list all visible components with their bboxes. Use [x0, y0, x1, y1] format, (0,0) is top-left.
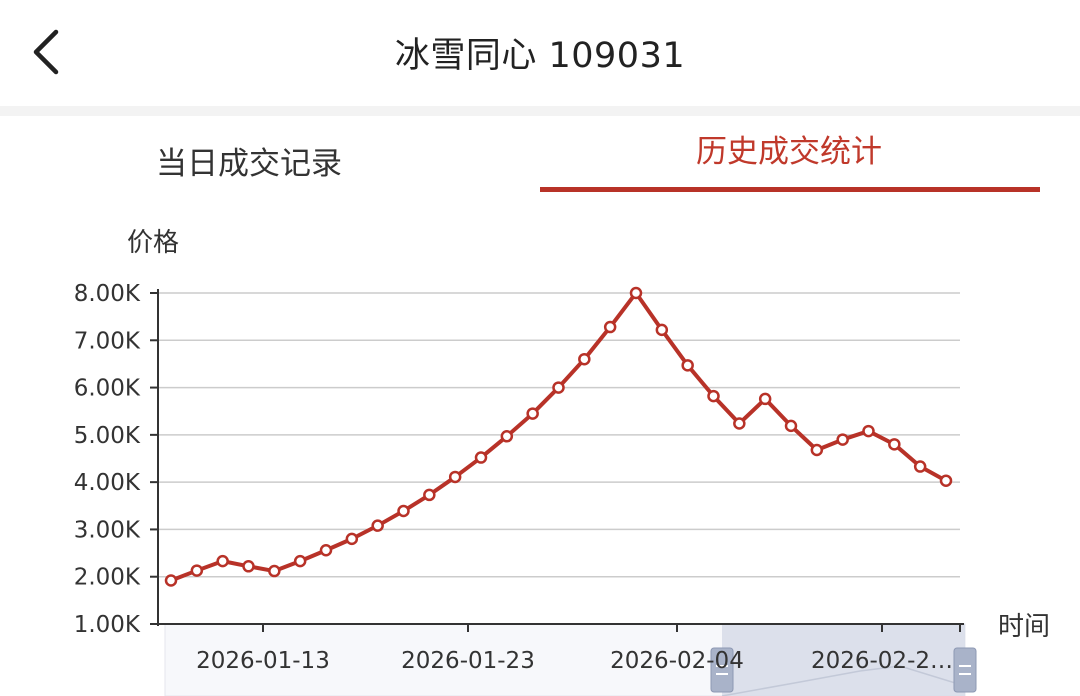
y-tick-label: 4.00K — [74, 470, 141, 496]
data-point — [836, 433, 849, 446]
y-tick-label: 8.00K — [74, 281, 141, 307]
data-point — [578, 352, 591, 366]
tab-daily-records[interactable]: 当日成交记录 — [0, 116, 540, 196]
data-point — [474, 451, 488, 464]
active-tab-indicator — [540, 187, 1040, 192]
data-point — [758, 392, 772, 406]
data-point — [397, 504, 410, 518]
data-point — [784, 419, 798, 433]
data-point — [293, 554, 307, 568]
data-point — [423, 488, 436, 502]
data-point — [371, 519, 384, 532]
data-point — [810, 443, 824, 457]
data-point — [655, 323, 669, 337]
data-point — [629, 286, 643, 300]
data-point — [913, 460, 927, 473]
data-point — [526, 407, 539, 420]
back-button[interactable] — [22, 22, 72, 82]
y-tick-label: 1.00K — [74, 612, 141, 638]
chevron-left-icon — [33, 29, 59, 75]
header-divider — [0, 106, 1080, 116]
data-point — [319, 543, 333, 557]
x-axis-label: 时间 — [998, 612, 1051, 642]
zoom-handle-right[interactable] — [953, 647, 977, 693]
top-bar: 冰雪同心 109031 — [0, 0, 1080, 106]
y-tick-label: 7.00K — [74, 328, 141, 354]
data-point — [345, 532, 359, 546]
y-tick-label: 2.00K — [74, 565, 141, 591]
tab-history-stats[interactable]: 历史成交统计 — [540, 116, 1080, 196]
y-tick-label: 5.00K — [74, 423, 141, 449]
y-tick-label: 3.00K — [74, 517, 141, 543]
zoom-slider-window — [722, 624, 965, 696]
tab-label: 当日成交记录 — [156, 146, 342, 182]
x-tick-label: 2026-01-13 — [196, 648, 330, 674]
x-tick-label: 2026-02-04 — [610, 648, 744, 674]
data-point — [939, 474, 953, 487]
data-point — [681, 359, 694, 372]
data-point — [448, 470, 462, 484]
x-tick-label: 2026-01-23 — [401, 648, 535, 674]
series-line — [170, 291, 947, 583]
price-chart: 价格 时间 1.00K 2.00K 3.00K 4.00K 5.00K 6.00K 7.00… — [0, 196, 1080, 696]
data-point — [216, 554, 229, 568]
data-point — [888, 438, 901, 451]
y-tick-label: 6.00K — [74, 376, 141, 402]
zoom-handle-left[interactable] — [710, 647, 734, 693]
x-tick-label: 2026-02-2… — [811, 648, 953, 674]
tab-label: 历史成交统计 — [696, 134, 882, 170]
zoom-slider-preview — [721, 665, 966, 696]
data-point — [164, 574, 178, 587]
data-point — [500, 430, 514, 443]
data-point — [268, 564, 281, 578]
tab-bar: 当日成交记录 历史成交统计 — [0, 116, 1080, 196]
page-title: 冰雪同心 109031 — [394, 36, 686, 76]
data-point — [603, 320, 617, 334]
line-chart-svg: 1.00K 2.00K 3.00K 4.00K 5.00K 6.00K 7.00K 8.00K… — [74, 281, 977, 696]
data-point — [190, 564, 204, 577]
data-point — [733, 417, 746, 430]
data-point — [552, 381, 565, 394]
y-axis-label: 价格 — [127, 228, 180, 258]
data-point — [242, 560, 255, 573]
data-point — [862, 424, 875, 438]
data-point — [707, 389, 720, 403]
